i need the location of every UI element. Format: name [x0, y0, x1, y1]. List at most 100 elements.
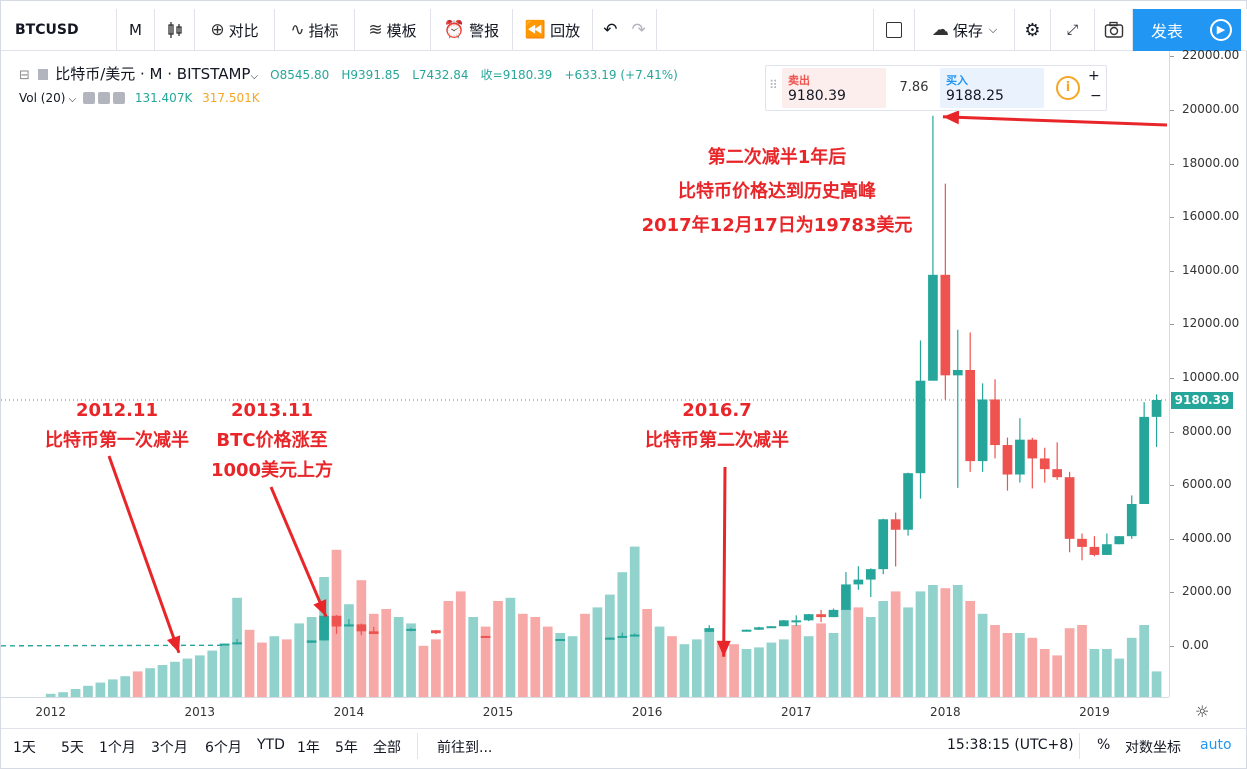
- info-icon[interactable]: i: [1056, 76, 1080, 100]
- volume-bar: [182, 658, 193, 697]
- indicators-label: 指标: [308, 21, 339, 40]
- ohlc-change: +633.19 (+7.41%): [564, 68, 678, 82]
- symbol-label: BTCUSD: [15, 22, 79, 38]
- annotation-arrow: [107, 455, 181, 654]
- time-axis-label: 2014: [333, 705, 365, 719]
- compare-button[interactable]: ⊕ 对比: [195, 9, 275, 51]
- price-axis-tick: [1170, 592, 1174, 594]
- plus-icon[interactable]: +: [1088, 68, 1100, 84]
- volume-bar: [244, 629, 255, 697]
- sell-button[interactable]: 卖出 9180.39: [782, 68, 886, 108]
- undo-icon[interactable]: ↶: [603, 20, 618, 40]
- candle-body: [865, 569, 876, 580]
- minus-icon[interactable]: −: [1090, 88, 1102, 104]
- volume-bar: [58, 692, 68, 697]
- range-3m[interactable]: 3个月: [151, 740, 188, 756]
- annotation-arrow: [269, 486, 328, 618]
- buy-button[interactable]: 买入 9188.25: [940, 68, 1044, 108]
- candle-body: [828, 609, 839, 618]
- candle-body: [791, 620, 802, 623]
- axis-settings-icon[interactable]: ☼: [1195, 702, 1210, 721]
- replay-button[interactable]: ⏪ 回放: [513, 9, 593, 51]
- goto-date-button[interactable]: 前往到...: [437, 740, 493, 756]
- templates-button[interactable]: ≋ 模板: [355, 9, 431, 51]
- candle-body: [977, 399, 988, 462]
- candle-body: [1002, 445, 1013, 475]
- price-axis[interactable]: 22000.00 20000.00 18000.00 16000.00 14000.00…: [1169, 48, 1247, 697]
- collapse-icon[interactable]: ⊟: [19, 68, 30, 83]
- settings-button[interactable]: ⚙: [1015, 9, 1051, 51]
- price-axis-tick: [1170, 217, 1174, 219]
- candle-body: [629, 634, 640, 637]
- ohlc-close: 收=9180.39: [480, 68, 553, 82]
- indicators-button[interactable]: ∿ 指标: [275, 9, 355, 51]
- annotation-text: 比特币第二次减半: [645, 430, 789, 451]
- eye-icon[interactable]: [83, 92, 95, 104]
- clock-timezone[interactable]: 15:38:15 (UTC+8): [947, 737, 1074, 753]
- alert-button[interactable]: ⏰ 警报: [431, 9, 513, 51]
- ohlc-open: O8545.80: [270, 68, 330, 82]
- annotation-text: BTC价格涨至: [216, 430, 328, 451]
- arrow-head: [716, 640, 731, 657]
- interval-button[interactable]: M: [117, 9, 155, 51]
- volume-label[interactable]: Vol (20): [19, 91, 66, 105]
- range-5y[interactable]: 5年: [335, 740, 358, 756]
- layout-button[interactable]: [873, 9, 915, 51]
- indicator-icon: ∿: [290, 20, 305, 40]
- time-axis[interactable]: ☼ 2012 2013 2014 2015 2016 2017 2018 2019: [1, 697, 1209, 727]
- volume-bar: [928, 585, 938, 697]
- percent-toggle[interactable]: %: [1097, 737, 1111, 753]
- play-button[interactable]: ▶: [1201, 9, 1241, 51]
- volume-bar: [679, 644, 690, 697]
- range-ytd[interactable]: YTD: [257, 737, 285, 753]
- range-1m[interactable]: 1个月: [99, 740, 136, 756]
- price-axis-label: 6000.00: [1182, 477, 1232, 492]
- price-chart[interactable]: [1, 51, 1169, 697]
- volume-bar: [605, 594, 615, 697]
- fullscreen-button[interactable]: ⤢: [1051, 9, 1095, 51]
- candle-body: [306, 640, 317, 643]
- candle-body: [1064, 477, 1075, 539]
- volume-bar: [269, 636, 280, 697]
- volume-bar: [965, 601, 976, 697]
- arrow-head: [313, 599, 327, 617]
- range-1y[interactable]: 1年: [297, 740, 320, 756]
- chart-type-button[interactable]: [155, 9, 195, 51]
- volume-bar: [232, 597, 242, 697]
- volume-bar: [480, 626, 491, 697]
- camera-icon: [1104, 21, 1123, 38]
- time-axis-label: 2015: [482, 705, 514, 719]
- price-axis-label: 16000.00: [1182, 209, 1240, 224]
- log-scale-toggle[interactable]: 对数坐标: [1125, 740, 1181, 756]
- volume-bar: [1064, 628, 1075, 697]
- gear-icon: ⚙: [1024, 19, 1041, 41]
- range-all[interactable]: 全部: [373, 740, 401, 756]
- volume-bar: [878, 601, 889, 697]
- remove-icon[interactable]: [113, 92, 125, 104]
- drag-handle-icon[interactable]: ⠿: [769, 78, 778, 92]
- publish-button[interactable]: 发表: [1133, 9, 1201, 51]
- redo-icon[interactable]: ↷: [631, 20, 646, 40]
- auto-scale-toggle[interactable]: auto: [1200, 737, 1232, 753]
- price-axis-label: 4000.00: [1182, 530, 1232, 545]
- time-axis-label: 2016: [631, 705, 663, 719]
- candle-body: [778, 620, 789, 627]
- candle-body: [853, 579, 864, 585]
- candle-body: [1027, 439, 1038, 459]
- volume-bar: [828, 633, 839, 697]
- time-axis-label: 2017: [780, 705, 812, 719]
- volume-bar: [716, 641, 727, 697]
- range-5d[interactable]: 5天: [61, 740, 84, 756]
- annotation-text: 比特币第一次减半: [45, 430, 189, 451]
- snapshot-button[interactable]: [1095, 9, 1133, 51]
- volume-bar: [1114, 658, 1125, 697]
- settings-small-icon[interactable]: [98, 92, 110, 104]
- annotation-arrow: [942, 115, 1168, 127]
- series-title[interactable]: 比特币/美元 · M · BITSTAMP: [55, 65, 251, 83]
- volume-bar: [1139, 625, 1149, 697]
- save-button[interactable]: ☁ 保存 ⌵: [915, 9, 1015, 51]
- candle-body: [841, 584, 851, 610]
- symbol-search-button[interactable]: BTCUSD: [1, 9, 117, 51]
- range-6m[interactable]: 6个月: [205, 740, 242, 756]
- range-1d[interactable]: 1天: [13, 740, 36, 756]
